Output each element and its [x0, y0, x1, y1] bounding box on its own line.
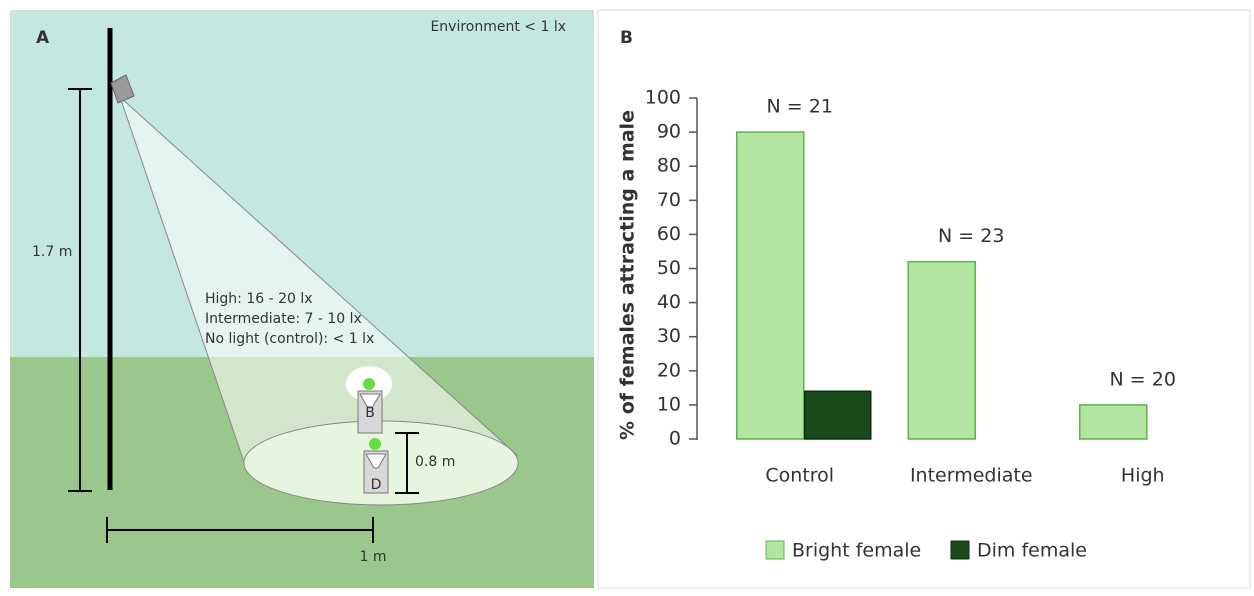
n-label: N = 21 — [767, 96, 833, 118]
y-tick-label: 70 — [657, 189, 681, 211]
level-label: Intermediate: 7 - 10 lx — [205, 311, 362, 327]
legend-swatch — [766, 541, 784, 559]
y-tick-label: 0 — [669, 428, 681, 450]
y-axis-label: % of females attracting a male — [617, 110, 639, 440]
cage-label: D — [371, 477, 382, 493]
distance-label: 1 m — [360, 549, 387, 565]
legend-swatch — [951, 541, 969, 559]
level-label: No light (control): < 1 lx — [205, 331, 374, 347]
y-tick-label: 80 — [657, 155, 681, 177]
y-tick-label: 60 — [657, 223, 681, 245]
y-tick-label: 90 — [657, 121, 681, 143]
female-b — [363, 378, 375, 390]
legend-label: Bright female — [792, 540, 921, 562]
page: {"panel_a": {"label": "A", "environment"… — [0, 0, 1254, 592]
x-tick-label: Intermediate — [910, 465, 1033, 487]
panel-label: B — [620, 28, 633, 48]
y-tick-label: 40 — [657, 291, 681, 313]
environment-label: Environment < 1 lx — [430, 19, 566, 35]
figure: A Environment < 1 lx 1.7 m High: 16 - 20… — [0, 0, 1254, 592]
cage-label: B — [365, 405, 375, 421]
x-tick-label: Control — [765, 465, 834, 487]
y-tick-label: 50 — [657, 257, 681, 279]
legend-label: Dim female — [977, 540, 1087, 562]
spacing-label: 0.8 m — [415, 454, 455, 470]
x-tick-label: High — [1121, 465, 1165, 487]
bar — [908, 262, 975, 439]
height-label: 1.7 m — [32, 244, 72, 260]
y-tick-label: 20 — [657, 359, 681, 381]
n-label: N = 23 — [938, 225, 1004, 247]
bar — [1080, 405, 1147, 439]
y-tick-label: 30 — [657, 325, 681, 347]
y-tick-label: 100 — [645, 87, 681, 109]
y-tick-label: 10 — [657, 393, 681, 415]
n-label: N = 20 — [1110, 368, 1176, 390]
bar — [805, 391, 871, 439]
female-d — [369, 438, 381, 450]
level-label: High: 16 - 20 lx — [205, 291, 313, 307]
panel-label: A — [36, 28, 50, 48]
bar — [737, 132, 804, 439]
